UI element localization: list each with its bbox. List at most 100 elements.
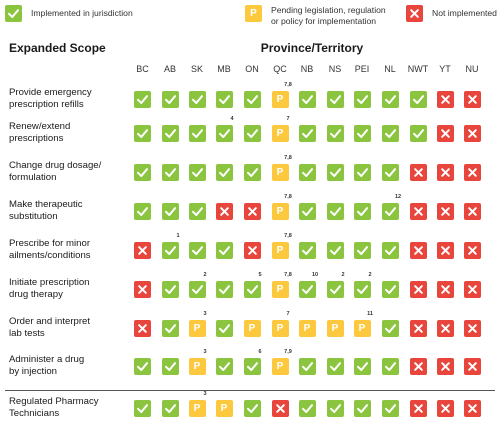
check-icon	[161, 319, 179, 337]
x-icon	[436, 357, 454, 375]
x-icon	[436, 241, 454, 259]
x-icon	[463, 90, 481, 108]
pending-badge-letter: P	[193, 360, 201, 372]
pending-badge: P	[188, 399, 206, 417]
legend: Implemented in jurisdiction P Pending le…	[0, 0, 500, 40]
row-label-line: Provide emergency	[9, 87, 92, 98]
pending-badge-letter: P	[358, 322, 366, 334]
check-icon	[215, 241, 233, 259]
x-icon	[436, 163, 454, 181]
check-icon	[161, 124, 179, 142]
pending-badge-letter: P	[248, 322, 256, 334]
pending-badge-letter: P	[220, 402, 228, 414]
row-label: Provide emergency prescription refills	[9, 87, 127, 110]
row-label: Administer a drug by injection	[9, 354, 127, 377]
check-icon	[188, 202, 206, 220]
column-header-ns: NS	[328, 64, 342, 74]
check-icon	[243, 90, 261, 108]
check-icon	[188, 90, 206, 108]
pending-badge: P	[271, 163, 289, 181]
check-icon	[161, 163, 179, 181]
check-icon	[326, 241, 344, 259]
legend-implemented-label: Implemented in jurisdiction	[31, 8, 133, 18]
footnote-ref: 7	[286, 116, 290, 122]
check-icon	[243, 163, 261, 181]
row-label-line: drug therapy	[9, 288, 63, 300]
pending-badge-letter: P	[331, 322, 339, 334]
check-icon	[215, 90, 233, 108]
check-icon	[243, 280, 261, 298]
footnote-ref: 4	[230, 116, 234, 122]
check-icon	[161, 241, 179, 259]
pending-badge: P	[271, 319, 289, 337]
x-icon	[463, 163, 481, 181]
x-icon	[409, 319, 427, 337]
footnote-ref: 7,8	[284, 155, 292, 161]
check-icon	[353, 357, 371, 375]
pending-badge: P	[353, 319, 371, 337]
row-label-line: prescription refills	[9, 98, 84, 110]
pending-badge-letter: P	[303, 322, 311, 334]
check-icon	[5, 5, 22, 22]
row-label: Order and interpret lab tests	[9, 316, 127, 339]
check-icon	[381, 202, 399, 220]
column-header-qc: QC	[273, 64, 287, 74]
x-icon	[409, 399, 427, 417]
legend-not-implemented: Not implemented	[406, 5, 497, 22]
footnote-ref: 3	[203, 311, 207, 317]
check-icon	[161, 202, 179, 220]
footnote-ref: 10	[311, 272, 319, 278]
x-icon	[436, 280, 454, 298]
expanded-scope-heading: Expanded Scope	[9, 41, 106, 55]
check-icon	[215, 319, 233, 337]
check-icon	[215, 357, 233, 375]
pending-badge: P	[271, 357, 289, 375]
pending-badge-letter: P	[276, 127, 284, 139]
pending-badge-letter: P	[276, 166, 284, 178]
x-icon	[409, 241, 427, 259]
x-icon	[406, 5, 423, 22]
column-header-yt: YT	[439, 64, 451, 74]
column-headers: BC AB SK MB ON QC NB NS PEI NL NWT YT NU	[0, 64, 500, 78]
row-label-line: Renew/extend	[9, 121, 71, 132]
check-icon	[298, 90, 316, 108]
footnote-ref: 7,8	[284, 194, 292, 200]
pending-badge-letter: P	[276, 244, 284, 256]
pending-badge: P	[326, 319, 344, 337]
column-header-on: ON	[245, 64, 259, 74]
check-icon	[326, 357, 344, 375]
pending-badge-letter: P	[193, 322, 201, 334]
pending-badge-letter: P	[276, 205, 284, 217]
x-icon	[243, 202, 261, 220]
x-icon	[463, 124, 481, 142]
column-header-pei: PEI	[354, 64, 370, 74]
row-label: Change drug dosage/formulation	[9, 160, 127, 183]
pending-badge: P	[271, 280, 289, 298]
check-icon	[243, 399, 261, 417]
footnote-ref: 7,9	[284, 349, 292, 355]
column-header-bc: BC	[136, 64, 149, 74]
legend-implemented: Implemented in jurisdiction	[5, 5, 133, 22]
check-icon	[161, 399, 179, 417]
row-label-line: Initiate prescription	[9, 277, 90, 288]
x-icon	[463, 319, 481, 337]
column-header-nu: NU	[465, 64, 479, 74]
check-icon	[381, 280, 399, 298]
row-label-line: Order and interpret	[9, 316, 91, 327]
footnote-ref: 2	[341, 272, 345, 278]
pending-badge: P	[271, 202, 289, 220]
check-icon	[381, 124, 399, 142]
x-icon	[436, 202, 454, 220]
pending-badge: P	[215, 399, 233, 417]
x-icon	[409, 280, 427, 298]
pending-badge: P	[298, 319, 316, 337]
footnote-ref: 2	[368, 272, 372, 278]
row-label-line: Prescribe for minor	[9, 238, 91, 249]
check-icon	[381, 399, 399, 417]
pending-badge: P	[271, 124, 289, 142]
x-icon	[463, 399, 481, 417]
check-icon	[215, 124, 233, 142]
check-icon	[134, 90, 151, 108]
row-label-line: Change drug dosage/	[9, 160, 102, 171]
x-icon	[436, 124, 454, 142]
